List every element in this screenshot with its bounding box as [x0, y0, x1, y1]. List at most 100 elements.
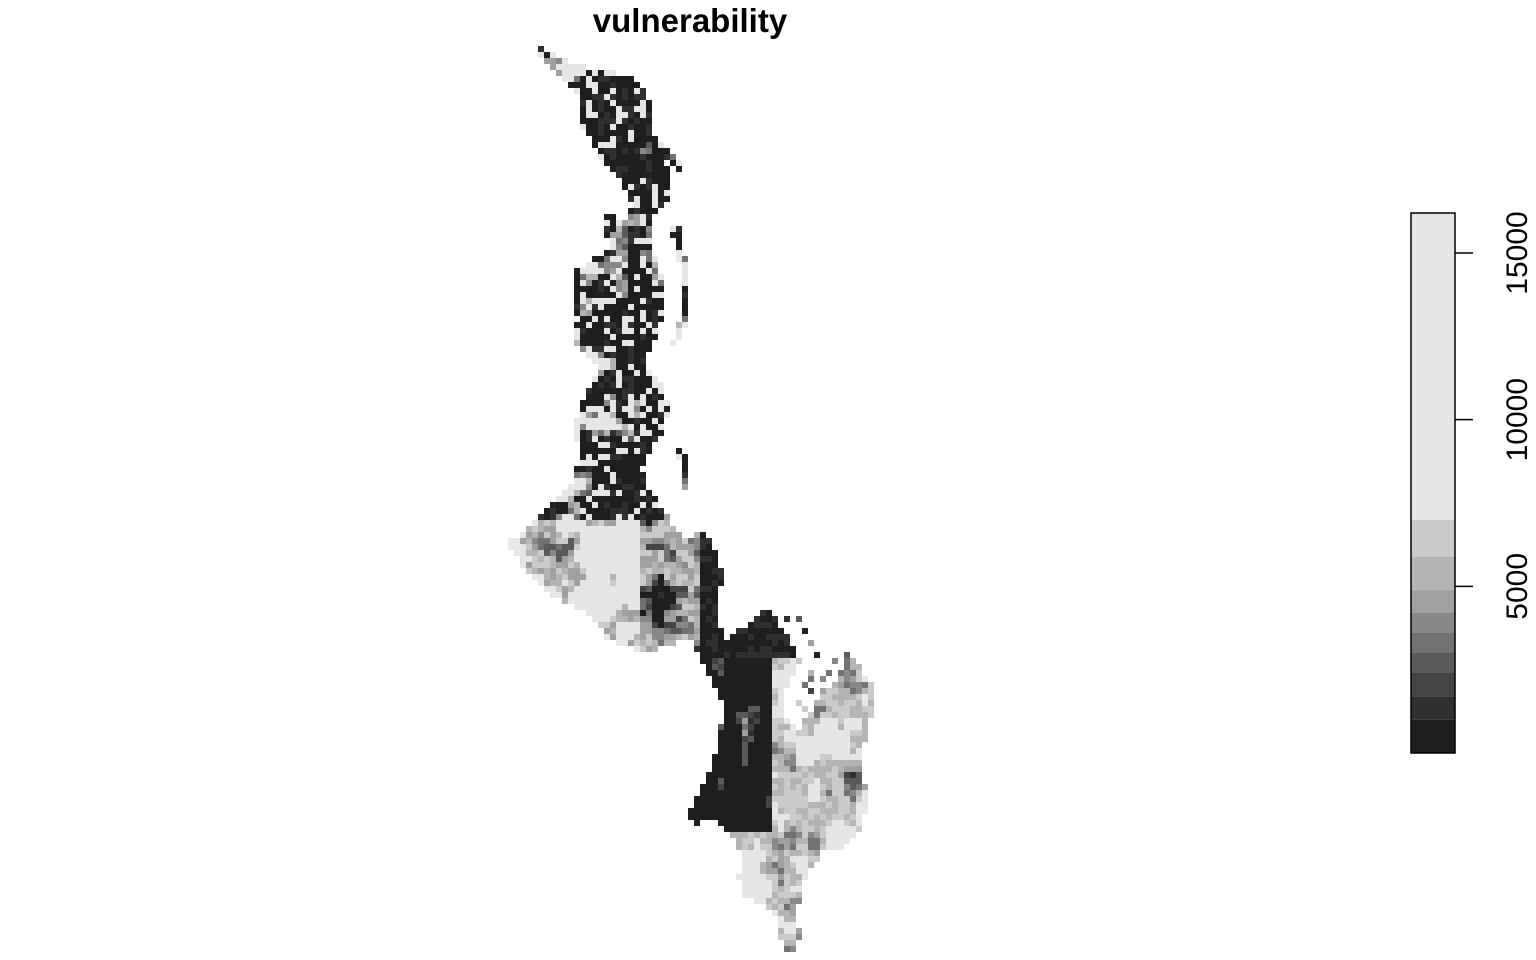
- raster-cell: [604, 454, 610, 460]
- raster-cell: [850, 826, 856, 832]
- raster-cell: [796, 850, 802, 856]
- raster-cell: [784, 784, 790, 790]
- raster-cell: [832, 844, 838, 850]
- raster-cell: [784, 946, 790, 952]
- raster-cell: [640, 502, 646, 508]
- raster-cell: [778, 856, 784, 862]
- raster-cell: [718, 658, 724, 664]
- raster-cell: [784, 844, 790, 850]
- raster-cell: [598, 472, 604, 478]
- raster-cell: [640, 274, 646, 280]
- raster-cell: [754, 796, 760, 802]
- raster-cell: [802, 772, 808, 778]
- raster-cell: [766, 742, 772, 748]
- raster-cell: [634, 646, 640, 652]
- raster-cell: [766, 700, 772, 706]
- raster-cell: [556, 70, 562, 76]
- raster-cell: [652, 430, 658, 436]
- raster-cell: [640, 148, 646, 154]
- raster-cell: [754, 886, 760, 892]
- raster-cell: [736, 718, 742, 724]
- raster-cell: [622, 244, 628, 250]
- raster-cell: [598, 88, 604, 94]
- raster-cell: [640, 280, 646, 286]
- raster-cell: [712, 796, 718, 802]
- raster-cell: [640, 298, 646, 304]
- raster-cell: [574, 466, 580, 472]
- raster-cell: [586, 298, 592, 304]
- raster-cell: [682, 262, 688, 268]
- raster-cell: [832, 814, 838, 820]
- raster-cell: [748, 730, 754, 736]
- raster-cell: [634, 340, 640, 346]
- raster-cell: [646, 292, 652, 298]
- raster-cell: [592, 508, 598, 514]
- raster-cell: [580, 106, 586, 112]
- raster-cell: [628, 556, 634, 562]
- raster-cell: [808, 814, 814, 820]
- raster-cell: [532, 574, 538, 580]
- raster-cell: [604, 538, 610, 544]
- raster-cell: [856, 670, 862, 676]
- raster-cell: [850, 784, 856, 790]
- raster-cell: [592, 280, 598, 286]
- raster-cell: [604, 154, 610, 160]
- raster-cell: [730, 766, 736, 772]
- raster-cell: [658, 508, 664, 514]
- raster-cell: [628, 544, 634, 550]
- raster-cell: [574, 556, 580, 562]
- raster-cell: [640, 424, 646, 430]
- raster-cell: [778, 886, 784, 892]
- raster-cell: [844, 706, 850, 712]
- raster-cell: [862, 700, 868, 706]
- raster-cell: [730, 784, 736, 790]
- raster-cell: [628, 292, 634, 298]
- raster-cell: [640, 514, 646, 520]
- raster-cell: [664, 544, 670, 550]
- raster-cell: [802, 850, 808, 856]
- raster-cell: [640, 556, 646, 562]
- raster-cell: [748, 628, 754, 634]
- raster-cell: [646, 430, 652, 436]
- raster-cell: [778, 652, 784, 658]
- raster-cell: [802, 832, 808, 838]
- raster-cell: [802, 790, 808, 796]
- raster-cell: [616, 238, 622, 244]
- raster-cell: [628, 448, 634, 454]
- raster-cell: [790, 778, 796, 784]
- raster-cell: [664, 184, 670, 190]
- raster-cell: [826, 742, 832, 748]
- raster-cell: [646, 562, 652, 568]
- raster-cell: [736, 628, 742, 634]
- raster-cell: [784, 682, 790, 688]
- raster-cell: [856, 748, 862, 754]
- raster-cell: [850, 814, 856, 820]
- raster-cell: [814, 856, 820, 862]
- raster-cell: [634, 178, 640, 184]
- raster-cell: [592, 400, 598, 406]
- raster-cell: [616, 406, 622, 412]
- raster-cell: [682, 466, 688, 472]
- raster-cell: [604, 520, 610, 526]
- raster-cell: [592, 406, 598, 412]
- raster-cell: [766, 610, 772, 616]
- raster-cell: [814, 838, 820, 844]
- raster-cell: [598, 100, 604, 106]
- raster-cell: [736, 838, 742, 844]
- raster-cell: [640, 94, 646, 100]
- raster-cell: [622, 436, 628, 442]
- raster-cell: [586, 280, 592, 286]
- raster-cell: [802, 706, 808, 712]
- raster-cell: [856, 826, 862, 832]
- raster-cell: [568, 568, 574, 574]
- raster-cell: [862, 676, 868, 682]
- raster-cell: [838, 754, 844, 760]
- raster-cell: [634, 472, 640, 478]
- raster-cell: [646, 286, 652, 292]
- raster-cell: [634, 334, 640, 340]
- raster-cell: [604, 214, 610, 220]
- legend-band-2: [1411, 673, 1455, 697]
- raster-cell: [556, 580, 562, 586]
- raster-cell: [592, 526, 598, 532]
